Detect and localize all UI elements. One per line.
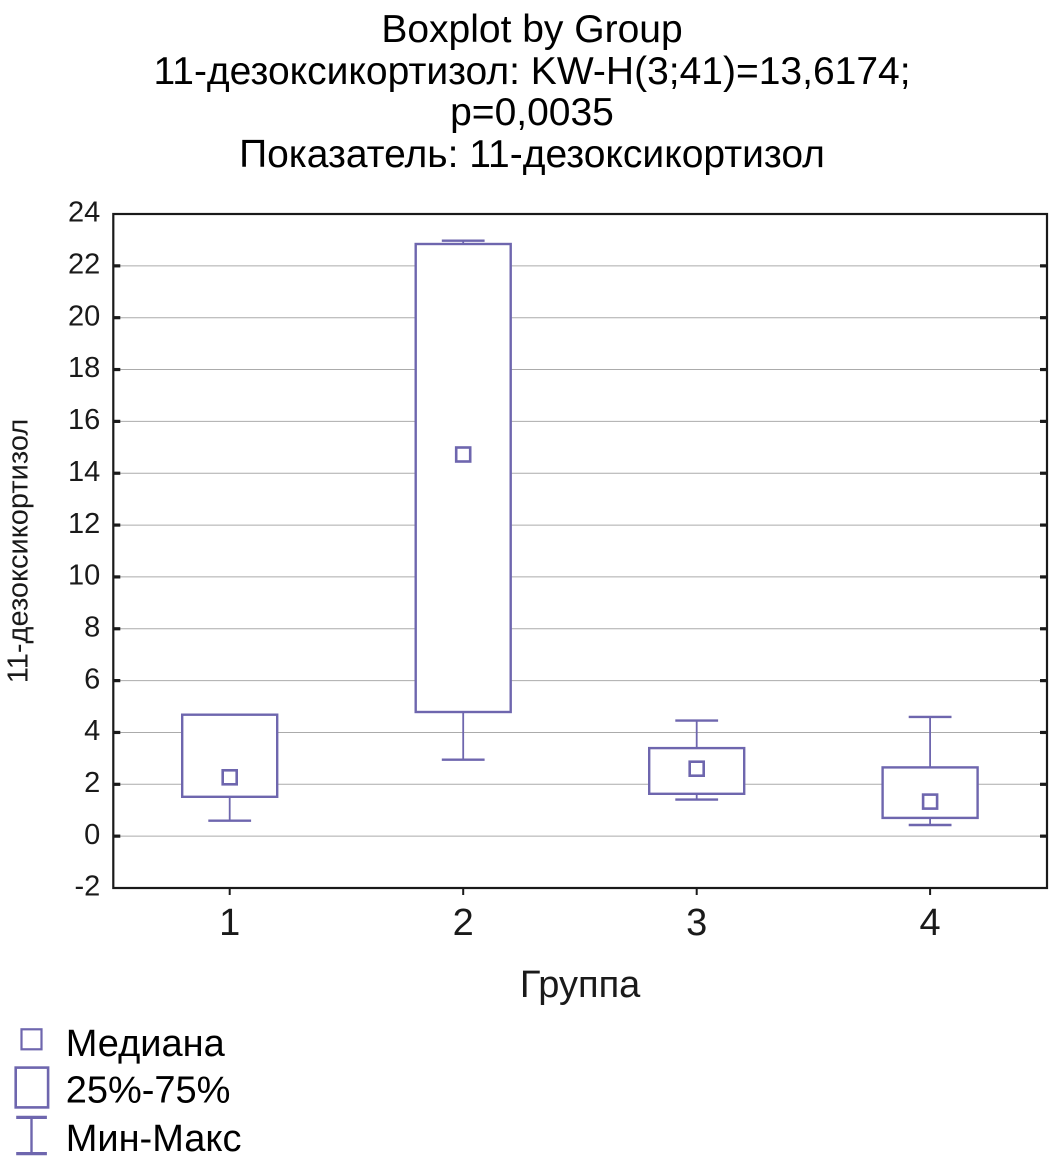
svg-text:22: 22 (68, 248, 100, 280)
svg-text:11-дезоксикортизол: 11-дезоксикортизол (3, 419, 35, 683)
svg-text:20: 20 (68, 300, 100, 332)
svg-text:25%-75%: 25%-75% (66, 1070, 231, 1112)
svg-text:24: 24 (68, 197, 100, 229)
svg-text:2: 2 (84, 767, 100, 799)
svg-text:8: 8 (84, 611, 100, 643)
svg-text:18: 18 (68, 352, 100, 384)
svg-text:-2: -2 (75, 871, 101, 903)
svg-text:Мин-Макс: Мин-Макс (66, 1118, 242, 1160)
svg-text:Медиана: Медиана (66, 1023, 226, 1065)
svg-text:14: 14 (68, 456, 100, 488)
svg-text:6: 6 (84, 663, 100, 695)
svg-text:Группа: Группа (520, 964, 641, 1006)
svg-text:16: 16 (68, 404, 100, 436)
svg-text:4: 4 (84, 715, 100, 747)
svg-text:4: 4 (920, 902, 941, 944)
svg-text:3: 3 (686, 902, 707, 944)
svg-text:2: 2 (453, 902, 474, 944)
svg-text:0: 0 (84, 819, 100, 851)
svg-text:10: 10 (68, 560, 100, 592)
svg-text:12: 12 (68, 508, 100, 540)
svg-text:1: 1 (219, 902, 240, 944)
